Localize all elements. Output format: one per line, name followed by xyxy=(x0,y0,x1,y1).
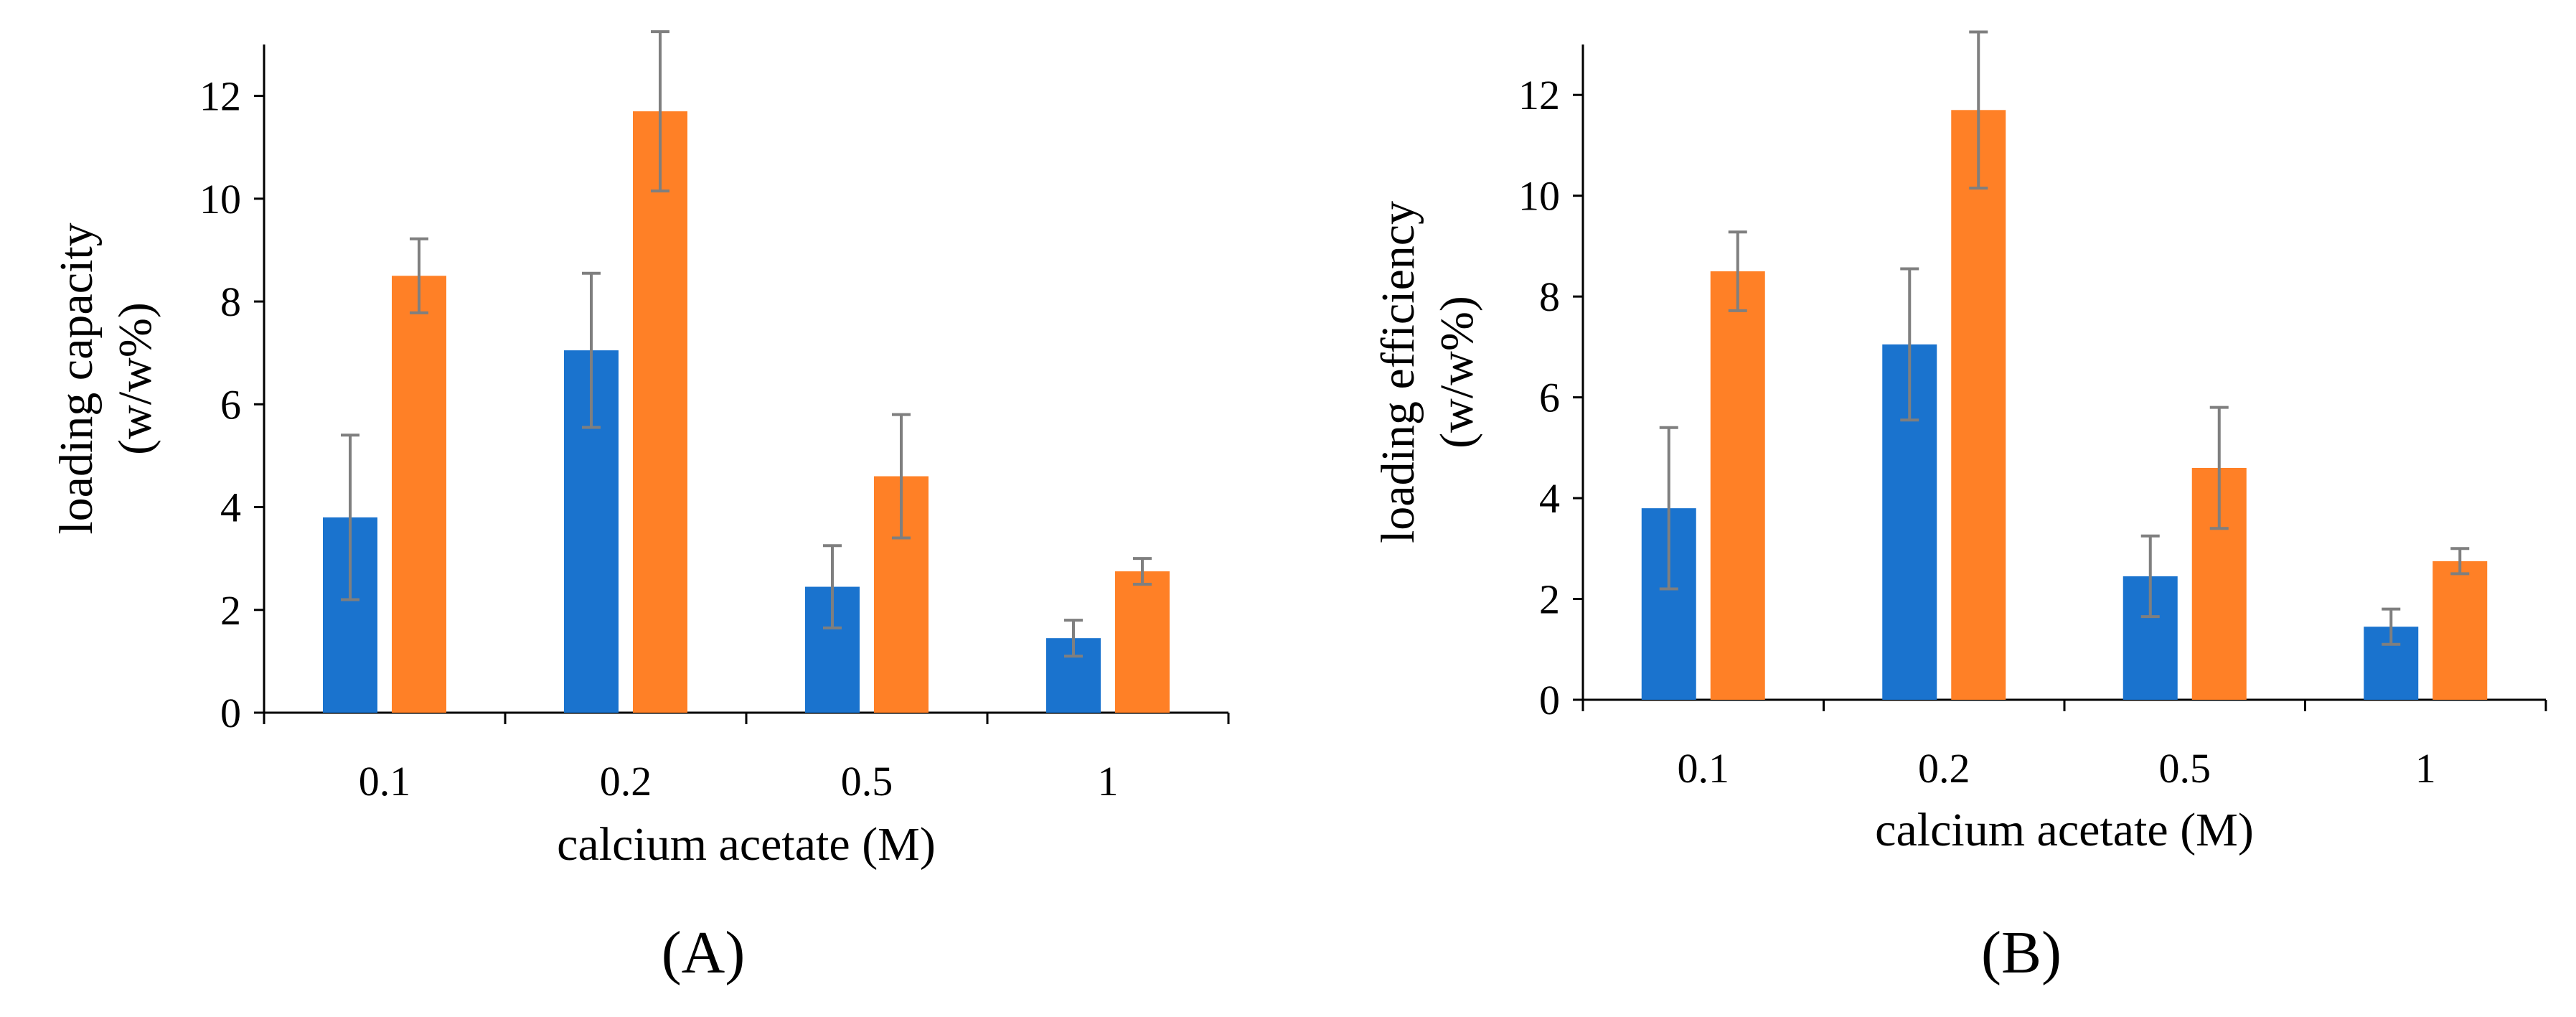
x-tick-label: 0.2 xyxy=(1918,745,1970,792)
y-tick-label: 10 xyxy=(1518,173,1560,220)
chart-panel-a: 0 2 4 6 8 10 12 0.1 0.2 0.5 1 calcium acetate (M) lo… xyxy=(50,30,1230,986)
x-tick-label: 0.2 xyxy=(600,758,652,805)
x-axis-title: calcium acetate (M) xyxy=(557,818,936,871)
x-axis-title: calcium acetate (M) xyxy=(1875,804,2254,856)
y-tick-label: 12 xyxy=(1518,72,1560,118)
y-axis-title-line: (w/w%) xyxy=(1431,296,1483,449)
panel-label: (B) xyxy=(1981,919,2062,986)
x-tick-label: 0.5 xyxy=(841,758,893,805)
y-tick-label: 10 xyxy=(199,176,241,222)
y-tick-label: 8 xyxy=(220,278,241,325)
y-tick-label: 0 xyxy=(1539,677,1560,723)
y-tick-label: 6 xyxy=(220,381,241,428)
x-tick-label: 0.5 xyxy=(2159,745,2211,792)
bar-series-2 xyxy=(1710,271,1765,700)
y-axis-title-line: loading efficiency xyxy=(1372,201,1424,543)
bar-series-2 xyxy=(2432,561,2488,700)
y-tick-label: 2 xyxy=(220,587,241,634)
chart-panel-b: 0 2 4 6 8 10 12 0.1 0.2 0.5 1 calcium acetate (M) lo… xyxy=(1372,30,2547,986)
y-tick-label: 12 xyxy=(199,73,241,120)
y-tick-label: 6 xyxy=(1539,375,1560,421)
bar-series-2 xyxy=(392,276,446,713)
y-tick-label: 4 xyxy=(220,484,241,531)
x-tick-label: 0.1 xyxy=(359,758,411,805)
y-tick-label: 0 xyxy=(220,690,241,736)
y-axis-title-line: loading capacity xyxy=(50,222,103,534)
panel-label: (A) xyxy=(662,919,746,986)
y-tick-label: 8 xyxy=(1539,273,1560,320)
bar-series-2 xyxy=(1951,110,2006,700)
y-tick-label: 2 xyxy=(1539,576,1560,623)
bar-series-2 xyxy=(633,111,687,713)
y-tick-label: 4 xyxy=(1539,475,1560,522)
y-axis-title-line: (w/w%) xyxy=(109,302,161,455)
x-tick-label: 1 xyxy=(1098,758,1119,805)
bar-series-2 xyxy=(1115,571,1170,713)
x-tick-label: 1 xyxy=(2415,745,2436,792)
x-tick-label: 0.1 xyxy=(1678,745,1730,792)
